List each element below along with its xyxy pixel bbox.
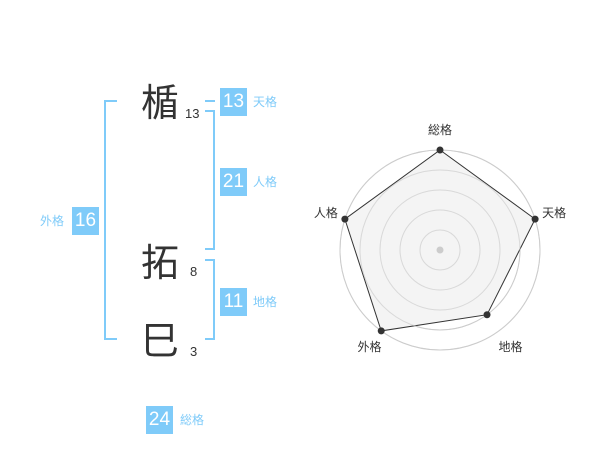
radar-axis-label: 天格 <box>542 205 566 220</box>
chikaku-value: 11 <box>220 288 247 316</box>
stroke-count-2: 8 <box>190 264 198 279</box>
stroke-count-3: 3 <box>190 344 198 359</box>
jinkaku-value: 21 <box>220 168 247 196</box>
chikaku-bracket-bottom <box>205 338 215 340</box>
jinkaku-bracket-top <box>205 110 215 112</box>
radar-axis-label: 総格 <box>428 122 452 137</box>
radar-center <box>436 246 444 254</box>
radar-grid-circle-overlay <box>419 229 461 271</box>
radar-point <box>341 215 349 223</box>
tenkaku-line <box>205 100 215 102</box>
soukaku-label: 総格 <box>180 413 205 427</box>
stroke-count-1: 13 <box>185 106 200 121</box>
jinkaku-label: 人格 <box>253 175 278 189</box>
name-char-2: 拓 <box>140 241 179 285</box>
jinkaku-bracket <box>213 110 215 250</box>
radar-point <box>483 311 491 319</box>
radar-grid-circle-overlay <box>359 169 521 331</box>
gaikaku-bracket-bottom <box>104 338 117 340</box>
name-char-3: 巳 <box>140 319 179 363</box>
chikaku-bracket <box>213 259 215 340</box>
radar-point <box>531 215 539 223</box>
jinkaku-bracket-bottom <box>205 248 215 250</box>
tenkaku-value: 13 <box>220 88 247 116</box>
radar-axis-label: 地格 <box>499 339 523 354</box>
gaikaku-value: 16 <box>72 207 99 235</box>
radar-axis-label: 外格 <box>357 339 381 354</box>
name-char-1: 楯 <box>140 81 179 125</box>
chikaku-label: 地格 <box>253 295 278 309</box>
radar-grid-circle-overlay <box>379 189 501 311</box>
soukaku-value: 24 <box>146 406 173 434</box>
radar-area <box>344 149 536 332</box>
gaikaku-label: 外格 <box>40 214 65 228</box>
gaikaku-bracket-top <box>104 100 117 102</box>
radar-axis-label: 人格 <box>314 205 338 220</box>
radar-point <box>377 327 385 335</box>
gaikaku-bracket <box>104 100 106 340</box>
tenkaku-label: 天格 <box>253 95 278 109</box>
radar-grid-circle-overlay <box>399 209 481 291</box>
radar-point <box>436 146 444 154</box>
chikaku-bracket-top <box>205 259 215 261</box>
